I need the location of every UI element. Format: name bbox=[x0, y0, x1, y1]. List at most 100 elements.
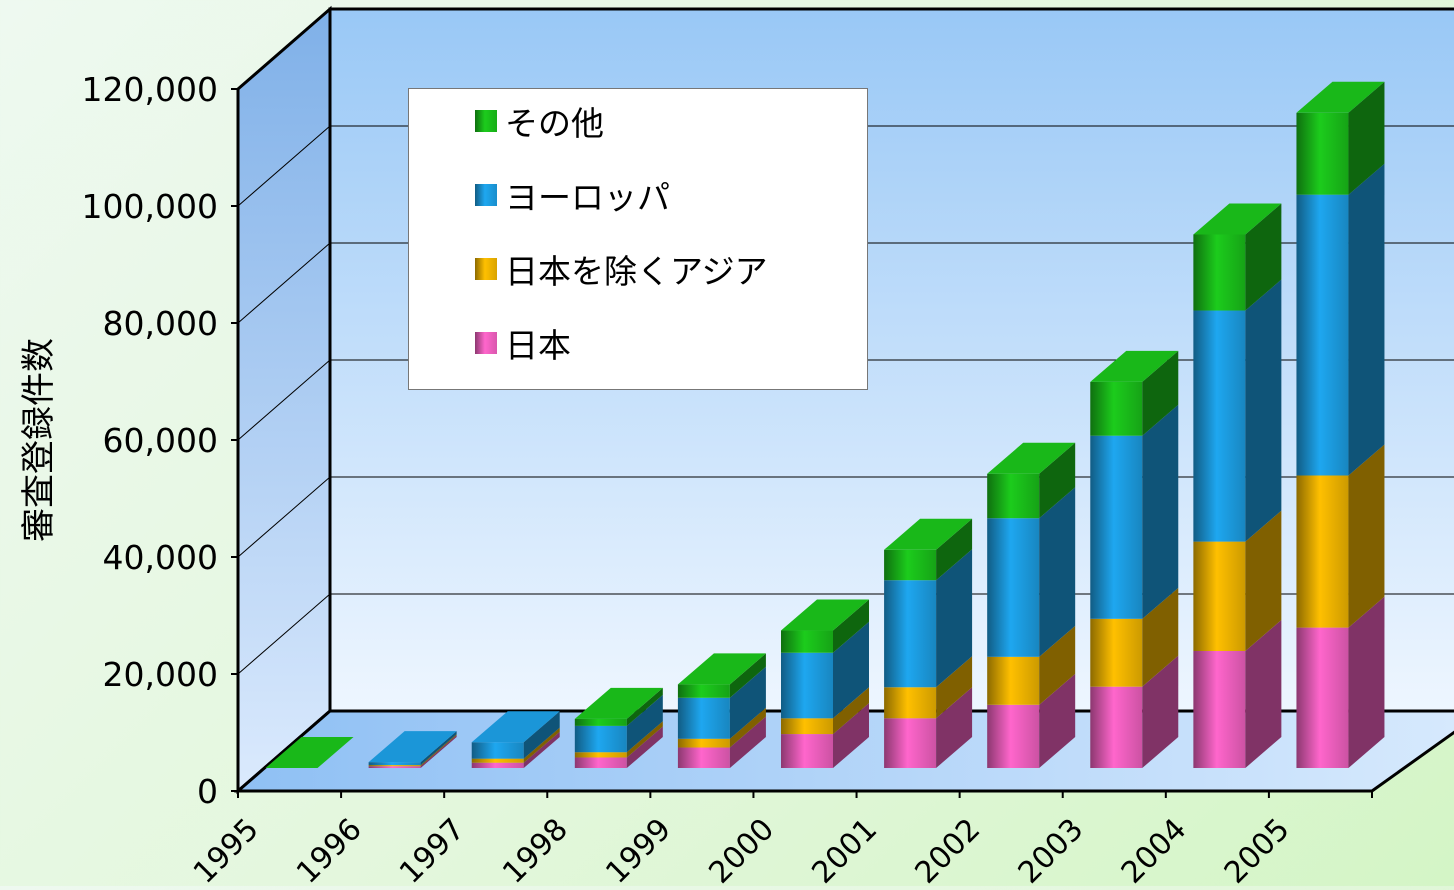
legend-swatch bbox=[475, 258, 497, 280]
bar-side bbox=[1039, 487, 1076, 657]
bar-top bbox=[471, 711, 560, 743]
legend-item: 日本を除くアジア bbox=[475, 251, 768, 291]
bar-side bbox=[626, 687, 663, 726]
bar-top bbox=[781, 599, 869, 631]
gridline-side bbox=[237, 125, 331, 207]
bar-segment bbox=[987, 656, 1040, 705]
bar-top bbox=[677, 653, 766, 685]
bar-segment bbox=[781, 734, 833, 768]
y-tick-label: 60,000 bbox=[103, 421, 218, 460]
bar-side bbox=[936, 687, 973, 768]
gridline-side bbox=[237, 242, 331, 324]
bar-side bbox=[626, 726, 663, 768]
bar-segment bbox=[471, 758, 524, 763]
bar-top bbox=[987, 442, 1076, 474]
bar-side bbox=[626, 721, 663, 758]
x-tick-label: 1996 bbox=[290, 812, 369, 886]
bar-side bbox=[936, 656, 973, 719]
legend-label: その他 bbox=[505, 104, 604, 143]
bar-side bbox=[1039, 625, 1076, 705]
x-tick-label: 1999 bbox=[599, 812, 678, 886]
y-tick-label: 100,000 bbox=[82, 187, 218, 226]
y-tick-label: 120,000 bbox=[82, 70, 218, 109]
x-tick-label: 2002 bbox=[909, 812, 988, 886]
bar-segment bbox=[1193, 234, 1246, 311]
gridline-side bbox=[237, 593, 331, 675]
bar-side bbox=[1348, 444, 1385, 628]
bar-side bbox=[833, 599, 869, 653]
bar-side bbox=[1245, 279, 1282, 542]
bar-top bbox=[1296, 81, 1385, 113]
bar-segment bbox=[884, 718, 937, 768]
y-tick-label: 20,000 bbox=[103, 655, 218, 694]
bar-segment bbox=[574, 725, 627, 753]
bar-side bbox=[1245, 620, 1282, 768]
bar-top bbox=[265, 737, 354, 768]
x-tick-label: 2004 bbox=[1115, 812, 1194, 886]
legend-swatch bbox=[475, 184, 497, 206]
bar-side bbox=[1142, 655, 1179, 768]
bar-segment bbox=[781, 652, 833, 719]
bar-segment bbox=[1296, 627, 1349, 768]
bar-side bbox=[626, 694, 663, 753]
bar-segment bbox=[677, 684, 730, 698]
bar-stack-2003 bbox=[1090, 350, 1179, 768]
gridline-side bbox=[237, 359, 331, 441]
bar-side bbox=[729, 707, 766, 748]
bar-stack-2005 bbox=[1296, 81, 1385, 768]
bar-side bbox=[1142, 587, 1179, 687]
bar-side bbox=[833, 621, 869, 719]
bar-stack-2004 bbox=[1193, 203, 1282, 768]
bar-segment bbox=[1090, 381, 1143, 436]
gridline-side bbox=[237, 476, 331, 558]
gridline-side bbox=[237, 8, 331, 90]
legend-item: 日本 bbox=[475, 325, 571, 365]
bar-segment bbox=[368, 766, 421, 768]
bar-segment bbox=[368, 762, 421, 766]
bar-side bbox=[833, 687, 869, 735]
bar-side bbox=[1348, 81, 1385, 195]
bar-stack-2000 bbox=[781, 599, 869, 768]
bar-stack-1995 bbox=[265, 737, 354, 768]
bar-side bbox=[1348, 163, 1385, 476]
axes bbox=[231, 88, 1373, 798]
bar-side bbox=[420, 735, 457, 768]
legend-label: ヨーロッパ bbox=[505, 178, 670, 217]
legend-swatch bbox=[475, 110, 497, 132]
bar-segment bbox=[677, 738, 730, 748]
bar-segment bbox=[471, 762, 524, 768]
x-tick-label: 1998 bbox=[496, 812, 575, 886]
bar-segment bbox=[574, 757, 627, 768]
bar-top bbox=[1193, 203, 1282, 235]
bar-side bbox=[936, 549, 973, 688]
bar-stack-1998 bbox=[574, 687, 663, 768]
bar-side bbox=[729, 653, 766, 698]
x-tick-label: 2005 bbox=[1218, 812, 1297, 886]
bars bbox=[265, 81, 1385, 768]
legend-label: 日本を除くアジア bbox=[505, 252, 768, 291]
legend-label: 日本 bbox=[505, 326, 571, 365]
bar-segment bbox=[1193, 541, 1246, 651]
bar-segment bbox=[987, 518, 1040, 657]
bar-segment bbox=[1090, 686, 1143, 768]
legend-item: その他 bbox=[475, 103, 604, 143]
bar-stack-2001 bbox=[884, 518, 973, 768]
x-tick-label: 2001 bbox=[805, 812, 884, 886]
bar-top bbox=[574, 687, 663, 719]
bar-side bbox=[833, 703, 869, 768]
x-tick-label: 2003 bbox=[1012, 812, 1091, 886]
bar-segment bbox=[1193, 310, 1246, 542]
legend-item: ヨーロッパ bbox=[475, 177, 670, 217]
bar-side bbox=[523, 731, 560, 768]
bar-side bbox=[420, 731, 457, 766]
bar-top bbox=[884, 518, 973, 550]
bar-segment bbox=[677, 747, 730, 768]
bar-segment bbox=[987, 473, 1040, 519]
bar-side bbox=[1245, 203, 1282, 311]
bar-side bbox=[936, 518, 973, 581]
bar-segment bbox=[677, 697, 730, 739]
bar-side bbox=[729, 716, 766, 768]
bar-segment bbox=[368, 765, 421, 767]
